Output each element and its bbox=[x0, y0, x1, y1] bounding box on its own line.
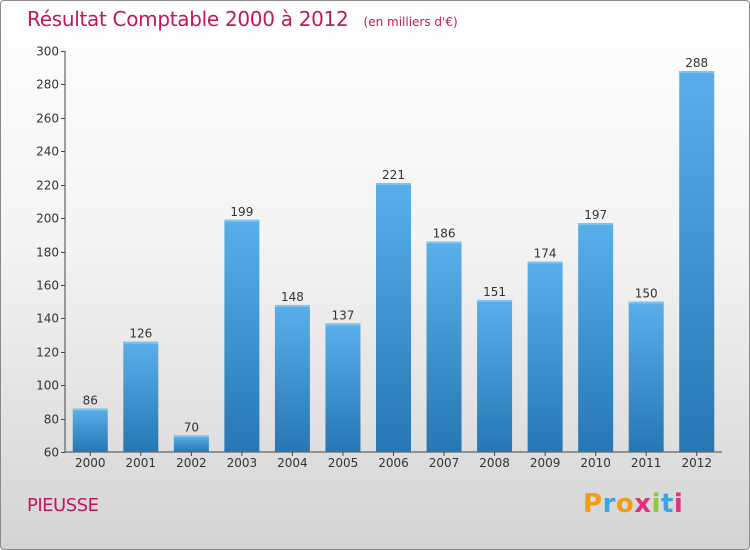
bar-top-edge bbox=[325, 323, 361, 326]
bar-top-edge bbox=[477, 299, 513, 302]
y-tick-label: 280 bbox=[36, 78, 59, 92]
bar bbox=[123, 341, 159, 452]
y-tick-label: 180 bbox=[36, 246, 59, 260]
logo-letter: r bbox=[602, 489, 616, 519]
y-tick-label: 140 bbox=[36, 312, 59, 326]
bar bbox=[274, 304, 310, 452]
x-tick-label: 2006 bbox=[378, 456, 409, 470]
x-tick-label: 2005 bbox=[328, 456, 359, 470]
x-tick-label: 2000 bbox=[75, 456, 106, 470]
data-label: 288 bbox=[685, 56, 708, 70]
proxiti-logo: Proxiti bbox=[583, 489, 683, 519]
data-label: 150 bbox=[635, 287, 658, 301]
bar-top-edge bbox=[173, 435, 209, 438]
bar bbox=[679, 71, 715, 453]
x-tick-label: 2004 bbox=[277, 456, 308, 470]
data-label: 126 bbox=[129, 327, 152, 341]
data-label: 221 bbox=[382, 168, 405, 182]
bar-top-edge bbox=[224, 219, 260, 222]
bar bbox=[578, 223, 614, 452]
bar-top-edge bbox=[527, 261, 563, 264]
x-tick-label: 2011 bbox=[631, 456, 662, 470]
y-tick-label: 60 bbox=[44, 446, 59, 460]
logo-letter: i bbox=[673, 489, 684, 519]
chart-title-row: Résultat Comptable 2000 à 2012 (en milli… bbox=[27, 7, 458, 31]
x-tick-label: 2007 bbox=[429, 456, 460, 470]
x-tick-label: 2002 bbox=[176, 456, 207, 470]
bar bbox=[173, 435, 209, 452]
data-label: 70 bbox=[184, 420, 199, 434]
y-tick-label: 160 bbox=[36, 279, 59, 293]
bar bbox=[72, 408, 108, 452]
data-label: 86 bbox=[83, 394, 98, 408]
bar bbox=[376, 182, 411, 452]
data-label: 174 bbox=[534, 247, 557, 261]
data-label: 186 bbox=[433, 226, 456, 240]
bar-top-edge bbox=[72, 408, 108, 411]
bar-top-edge bbox=[679, 71, 715, 74]
chart-title: Résultat Comptable 2000 à 2012 bbox=[27, 7, 349, 31]
bar-top-edge bbox=[274, 304, 310, 307]
x-tick-label: 2009 bbox=[530, 456, 561, 470]
data-label: 197 bbox=[584, 208, 607, 222]
y-tick-label: 300 bbox=[36, 45, 59, 59]
logo-letter: x bbox=[634, 489, 652, 519]
commune-name: PIEUSSE bbox=[27, 495, 99, 516]
y-tick-label: 100 bbox=[36, 379, 59, 393]
bar bbox=[224, 219, 260, 452]
bar bbox=[325, 323, 361, 452]
y-tick-label: 80 bbox=[44, 413, 59, 427]
bar-top-edge bbox=[376, 182, 411, 185]
chart-unit: (en milliers d'€) bbox=[363, 15, 458, 29]
bar-top-edge bbox=[628, 301, 664, 304]
bar-top-edge bbox=[123, 341, 159, 344]
y-tick-label: 220 bbox=[36, 179, 59, 193]
logo-letter: o bbox=[615, 489, 635, 519]
bar-top-edge bbox=[578, 223, 614, 226]
logo-letter: P bbox=[583, 489, 603, 519]
x-tick-label: 2008 bbox=[479, 456, 510, 470]
y-tick-label: 240 bbox=[36, 145, 59, 159]
data-label: 199 bbox=[230, 205, 253, 219]
y-tick-label: 200 bbox=[36, 212, 59, 226]
bar bbox=[527, 261, 563, 452]
logo-letter: t bbox=[660, 489, 674, 519]
bar bbox=[628, 301, 664, 452]
y-tick-label: 120 bbox=[36, 346, 59, 360]
data-label: 137 bbox=[332, 308, 355, 322]
bar-top-edge bbox=[426, 241, 462, 244]
bar bbox=[426, 241, 462, 452]
x-tick-label: 2001 bbox=[126, 456, 157, 470]
logo-letter: i bbox=[651, 489, 661, 519]
x-tick-label: 2010 bbox=[580, 456, 611, 470]
x-tick-label: 2003 bbox=[227, 456, 258, 470]
x-tick-label: 2012 bbox=[681, 456, 712, 470]
data-label: 151 bbox=[483, 285, 506, 299]
y-tick-label: 260 bbox=[36, 112, 59, 126]
bar bbox=[477, 299, 513, 452]
data-label: 148 bbox=[281, 290, 304, 304]
